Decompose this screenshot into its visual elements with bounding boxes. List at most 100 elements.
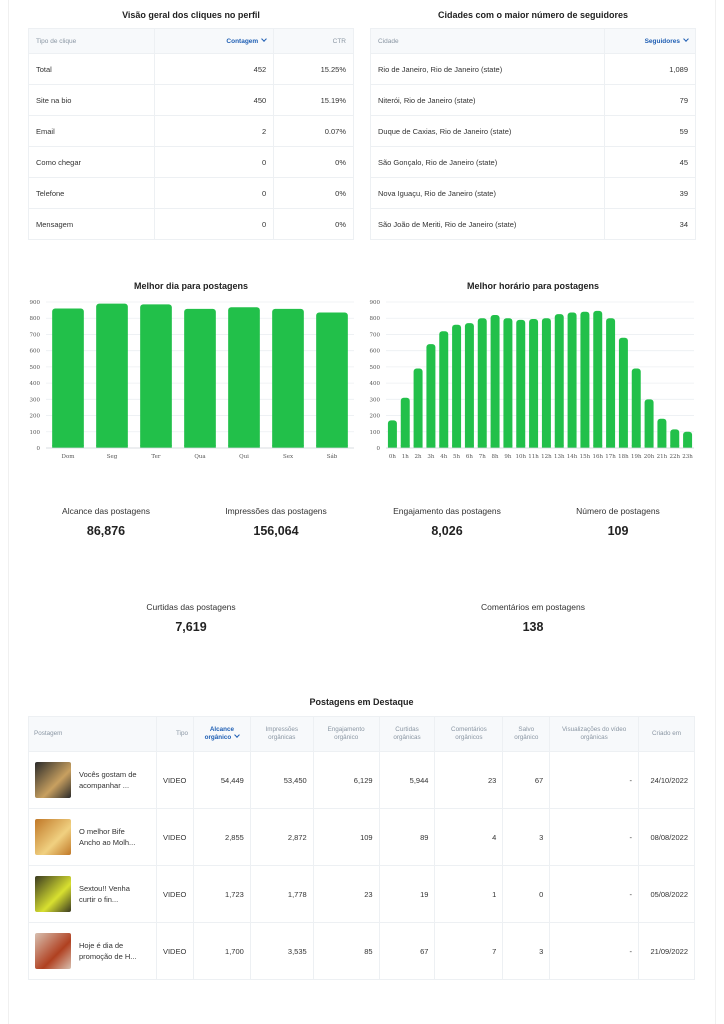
- bar-base: [184, 445, 216, 448]
- col-ctr[interactable]: CTR: [273, 28, 354, 54]
- col-engajamento-organico[interactable]: Engajamento orgânico: [312, 716, 380, 752]
- col-curtidas-organicas[interactable]: Curtidas orgânicas: [378, 716, 436, 752]
- metric-curtidas-label: Curtidas das postagens: [146, 602, 236, 612]
- city-name-cell: Duque de Caxias, Rio de Janeiro (state): [369, 115, 606, 147]
- post-cell[interactable]: Sextou!! Venha curtir o fin...: [28, 865, 157, 923]
- bar-base: [683, 445, 693, 448]
- bar[interactable]: [606, 318, 616, 448]
- bar[interactable]: [52, 308, 84, 448]
- bar-base: [426, 445, 436, 448]
- chevron-down-icon: [234, 732, 241, 738]
- post-cell[interactable]: Vocês gostam de acompanhar ...: [28, 751, 157, 809]
- metric-numero: Número de postagens 109: [543, 506, 693, 538]
- y-tick-label: 600: [370, 349, 381, 355]
- post-cell-content: Hoje é dia de promoção de H...: [35, 933, 150, 969]
- bar-base: [529, 445, 539, 448]
- bar[interactable]: [631, 368, 641, 448]
- bar[interactable]: [618, 337, 628, 448]
- bar-base: [580, 445, 590, 448]
- table-row[interactable]: Vocês gostam de acompanhar ... VIDEO 54,44…: [28, 751, 696, 809]
- bar[interactable]: [272, 308, 304, 448]
- y-tick-label: 100: [370, 430, 381, 436]
- post-type-cell: VIDEO: [155, 922, 194, 980]
- col-alcance-organico[interactable]: Alcance orgânico: [192, 716, 251, 752]
- bar[interactable]: [490, 314, 500, 448]
- post-thumbnail[interactable]: [35, 819, 71, 855]
- post-thumbnail[interactable]: [35, 933, 71, 969]
- y-tick-label: 400: [30, 381, 41, 387]
- bar[interactable]: [452, 324, 462, 448]
- bar[interactable]: [529, 319, 539, 448]
- bar[interactable]: [426, 344, 436, 448]
- bar[interactable]: [439, 331, 449, 448]
- table-row[interactable]: O melhor Bife Ancho ao Molh... VIDEO 2,855…: [28, 808, 696, 866]
- bar[interactable]: [140, 304, 172, 448]
- post-cell[interactable]: Hoje é dia de promoção de H...: [28, 922, 157, 980]
- y-tick-label: 200: [30, 414, 41, 420]
- bar[interactable]: [413, 368, 423, 448]
- bar[interactable]: [657, 418, 667, 448]
- y-tick-label: 800: [370, 316, 381, 322]
- col-contagem[interactable]: Contagem: [153, 28, 275, 54]
- table-row[interactable]: Hoje é dia de promoção de H... VIDEO 1,700…: [28, 922, 696, 980]
- bar[interactable]: [593, 310, 603, 448]
- bar-base: [606, 445, 616, 448]
- table-row[interactable]: Sextou!! Venha curtir o fin... VIDEO 1,723…: [28, 865, 696, 923]
- post-cell[interactable]: O melhor Bife Ancho ao Molh...: [28, 808, 157, 866]
- y-tick-label: 700: [370, 332, 381, 338]
- y-tick-label: 0: [37, 446, 41, 452]
- bar[interactable]: [503, 318, 513, 448]
- col-criado-em[interactable]: Criado em: [637, 716, 696, 752]
- bar[interactable]: [567, 312, 577, 448]
- x-tick-label: 17h: [605, 454, 616, 460]
- bar[interactable]: [541, 318, 551, 448]
- x-tick-label: 16h: [592, 454, 603, 460]
- bar[interactable]: [316, 312, 348, 448]
- bar[interactable]: [516, 319, 526, 448]
- bar[interactable]: [387, 420, 397, 448]
- best-day-chart-svg: 0 100 200 300 400 500 600 700 800 900 Dom Seg Ter Qua…: [30, 300, 354, 460]
- bar[interactable]: [477, 318, 487, 448]
- post-caption: Hoje é dia de promoção de H...: [79, 940, 137, 961]
- y-tick-label: 900: [370, 300, 381, 306]
- post-comments-cell: 4: [434, 808, 504, 866]
- post-thumbnail[interactable]: [35, 876, 71, 912]
- post-saved-cell: 3: [502, 922, 551, 980]
- col-impressoes-organicas[interactable]: Impressões orgânicas: [249, 716, 314, 752]
- col-seguidores[interactable]: Seguidores: [604, 28, 696, 54]
- col-visualizacoes-video[interactable]: Visualizações do vídeo orgânicas: [549, 716, 639, 752]
- bar[interactable]: [670, 429, 680, 448]
- bar[interactable]: [184, 308, 216, 448]
- bar[interactable]: [580, 311, 590, 448]
- bar[interactable]: [683, 431, 693, 448]
- post-engagement-cell: 23: [312, 865, 380, 923]
- col-postagem[interactable]: Postagem: [28, 716, 157, 752]
- col-tipo[interactable]: Tipo: [155, 716, 194, 752]
- bar[interactable]: [644, 399, 654, 448]
- col-comentarios-organicos[interactable]: Comentários orgânicos: [434, 716, 504, 752]
- col-salvo-organico[interactable]: Salvo orgânico: [502, 716, 551, 752]
- table-row: Total 452 15.25%: [28, 53, 354, 85]
- col-cidade[interactable]: Cidade: [369, 28, 606, 54]
- x-tick-label: Qui: [239, 454, 249, 460]
- city-followers-cell: 59: [604, 115, 696, 147]
- x-tick-label: 0h: [389, 454, 396, 460]
- clicks-type-cell: Mensagem: [28, 208, 155, 240]
- city-name-cell: Rio de Janeiro, Rio de Janeiro (state): [369, 53, 606, 85]
- bar[interactable]: [464, 323, 474, 448]
- bar[interactable]: [554, 314, 564, 448]
- bar[interactable]: [228, 307, 260, 448]
- x-tick-label: 5h: [453, 454, 460, 460]
- post-type-cell: VIDEO: [155, 865, 194, 923]
- city-name-cell: São João de Meriti, Rio de Janeiro (stat…: [369, 208, 606, 240]
- post-engagement-cell: 109: [312, 808, 380, 866]
- post-likes-cell: 19: [378, 865, 436, 923]
- metric-alcance: Alcance das postagens 86,876: [31, 506, 181, 538]
- bar-base: [631, 445, 641, 448]
- cities-table: Cidade Seguidores Rio de Janeiro, Rio de…: [369, 28, 696, 240]
- col-tipo-de-clique[interactable]: Tipo de clique: [28, 28, 155, 54]
- post-thumbnail[interactable]: [35, 762, 71, 798]
- bar[interactable]: [96, 303, 128, 448]
- post-likes-cell: 67: [378, 922, 436, 980]
- bar[interactable]: [400, 397, 410, 448]
